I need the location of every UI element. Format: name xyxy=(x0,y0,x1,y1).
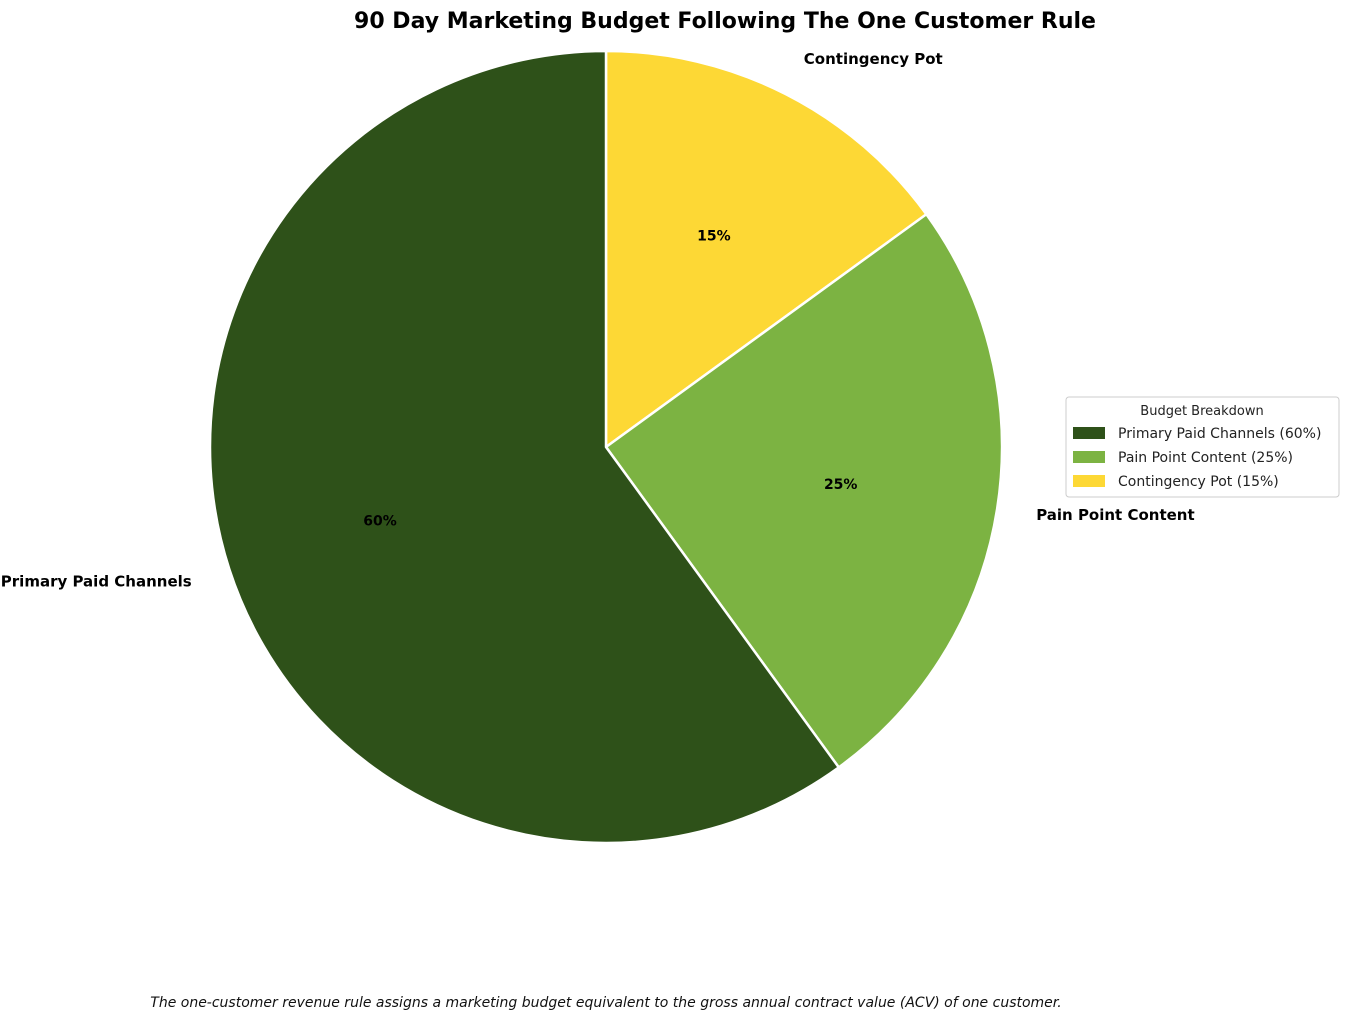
slice-label-contingency-pot: Contingency Pot xyxy=(804,50,943,68)
legend-swatch xyxy=(1073,475,1105,487)
slice-labels: 15% Contingency Pot 25% Pain Point Content 6… xyxy=(1,50,1195,591)
pie-slice-primary-paid-channels xyxy=(208,49,841,845)
legend-entries: Primary Paid Channels (60%) Pain Point Co… xyxy=(1073,426,1321,490)
slice-label-pain-point-content: Pain Point Content xyxy=(1036,506,1194,524)
legend-label: Pain Point Content (25%) xyxy=(1118,450,1293,466)
pie-slices xyxy=(208,49,1004,845)
legend-swatch xyxy=(1073,451,1105,463)
slice-label-primary-paid-channels: Primary Paid Channels xyxy=(1,573,192,591)
legend-label: Primary Paid Channels (60%) xyxy=(1118,426,1321,442)
pct-label-pain-point-content: 25% xyxy=(824,477,858,493)
pie-slice-pain-point-content xyxy=(604,212,1004,769)
pct-label-contingency-pot: 15% xyxy=(697,228,731,244)
legend-frame xyxy=(1065,396,1340,498)
pie-slice-contingency-pot xyxy=(604,49,928,449)
legend-title: Budget Breakdown xyxy=(1140,404,1263,419)
chart-footnote: The one-customer revenue rule assigns a … xyxy=(150,995,1061,1011)
legend: Budget Breakdown Primary Paid Channels (… xyxy=(1065,396,1340,498)
legend-swatch xyxy=(1073,427,1105,439)
chart-title: 90 Day Marketing Budget Following The On… xyxy=(354,9,1096,34)
legend-label: Contingency Pot (15%) xyxy=(1118,474,1279,490)
pct-label-primary-paid-channels: 60% xyxy=(363,513,397,529)
